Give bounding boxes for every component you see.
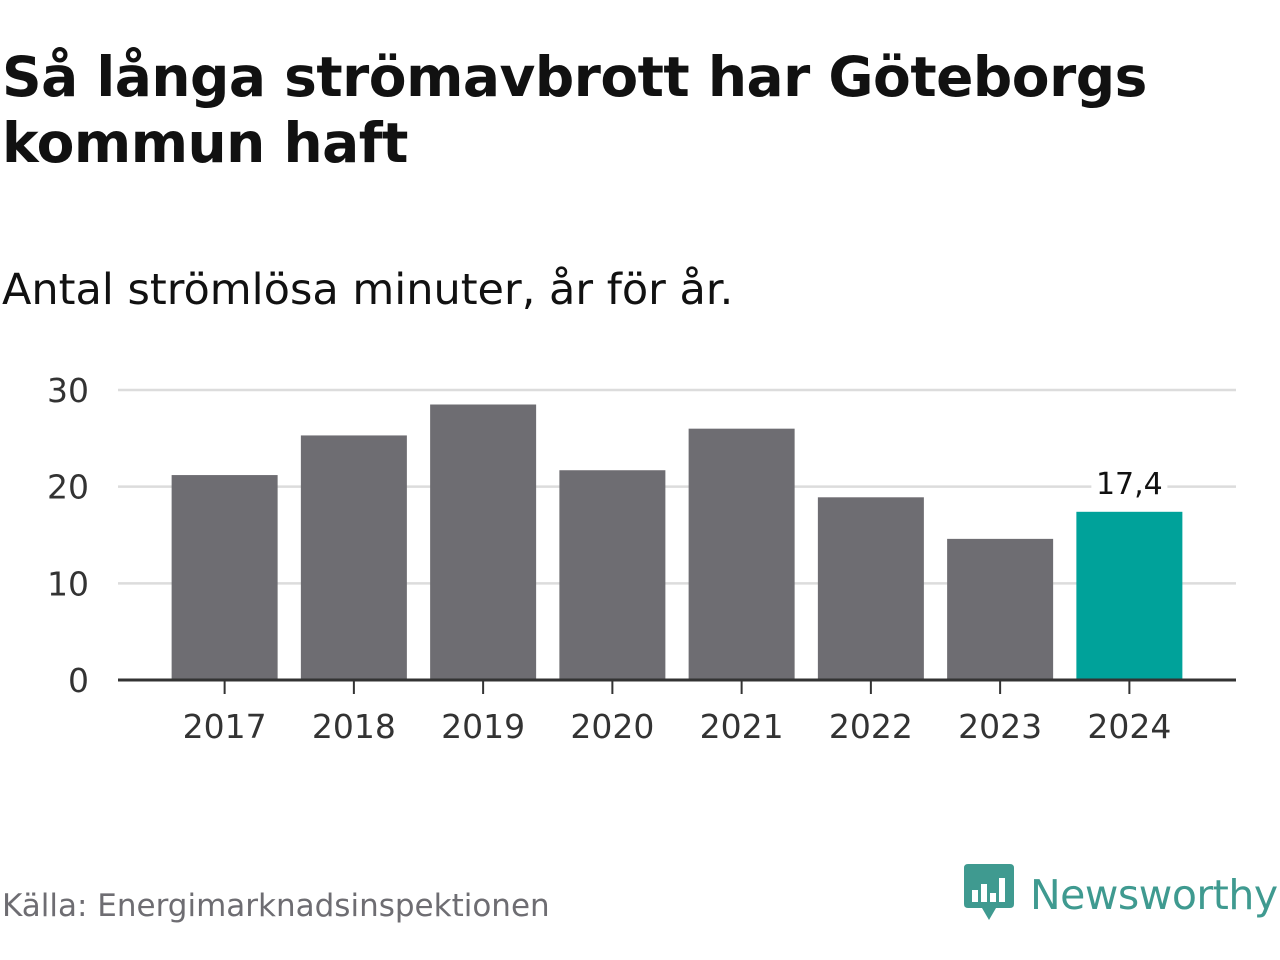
bar-2023	[947, 538, 1054, 680]
x-tick-label: 2020	[570, 707, 654, 746]
x-tick-label: 2021	[700, 707, 784, 746]
labels: 0 10 20 30 2017 2018 2019 2020 2021 2022 2023 2024 1…	[47, 371, 1171, 746]
x-tick-label: 2019	[441, 707, 525, 746]
x-tick-label: 2022	[829, 707, 913, 746]
y-tick-label: 30	[47, 371, 89, 410]
brand: Newsworthy	[964, 862, 1278, 928]
source-note: Källa: Energimarknadsinspektionen	[2, 888, 550, 924]
bar-2018	[300, 435, 407, 680]
x-tick-label: 2024	[1087, 707, 1171, 746]
brand-name: Newsworthy	[1030, 871, 1278, 919]
bar-2024	[1076, 511, 1183, 680]
y-tick-label: 20	[47, 468, 89, 507]
bar-2017	[171, 475, 278, 680]
annotation-background	[1091, 463, 1168, 502]
x-tick-label: 2018	[312, 707, 396, 746]
newsworthy-logo-icon	[964, 864, 1014, 920]
bar-2020	[559, 470, 666, 680]
x-tick-label: 2023	[958, 707, 1042, 746]
axes	[118, 678, 1236, 694]
gridlines	[118, 388, 1236, 585]
x-tick-label: 2017	[183, 707, 267, 746]
value-annotation: 17,4	[1096, 467, 1163, 502]
bar-2021	[688, 428, 795, 680]
bars	[171, 404, 1183, 680]
chart-subtitle: Antal strömlösa minuter, år för år.	[2, 265, 734, 315]
bar-chart: 0 10 20 30 2017 2018 2019 2020 2021 2022 2023 2024 1…	[47, 371, 1236, 746]
chart-title: Så långa strömavbrott har Göteborgs komm…	[2, 45, 1147, 175]
y-tick-label: 0	[68, 661, 89, 700]
y-tick-label: 10	[47, 564, 89, 603]
bar-2022	[817, 497, 924, 680]
bar-2019	[430, 404, 537, 680]
